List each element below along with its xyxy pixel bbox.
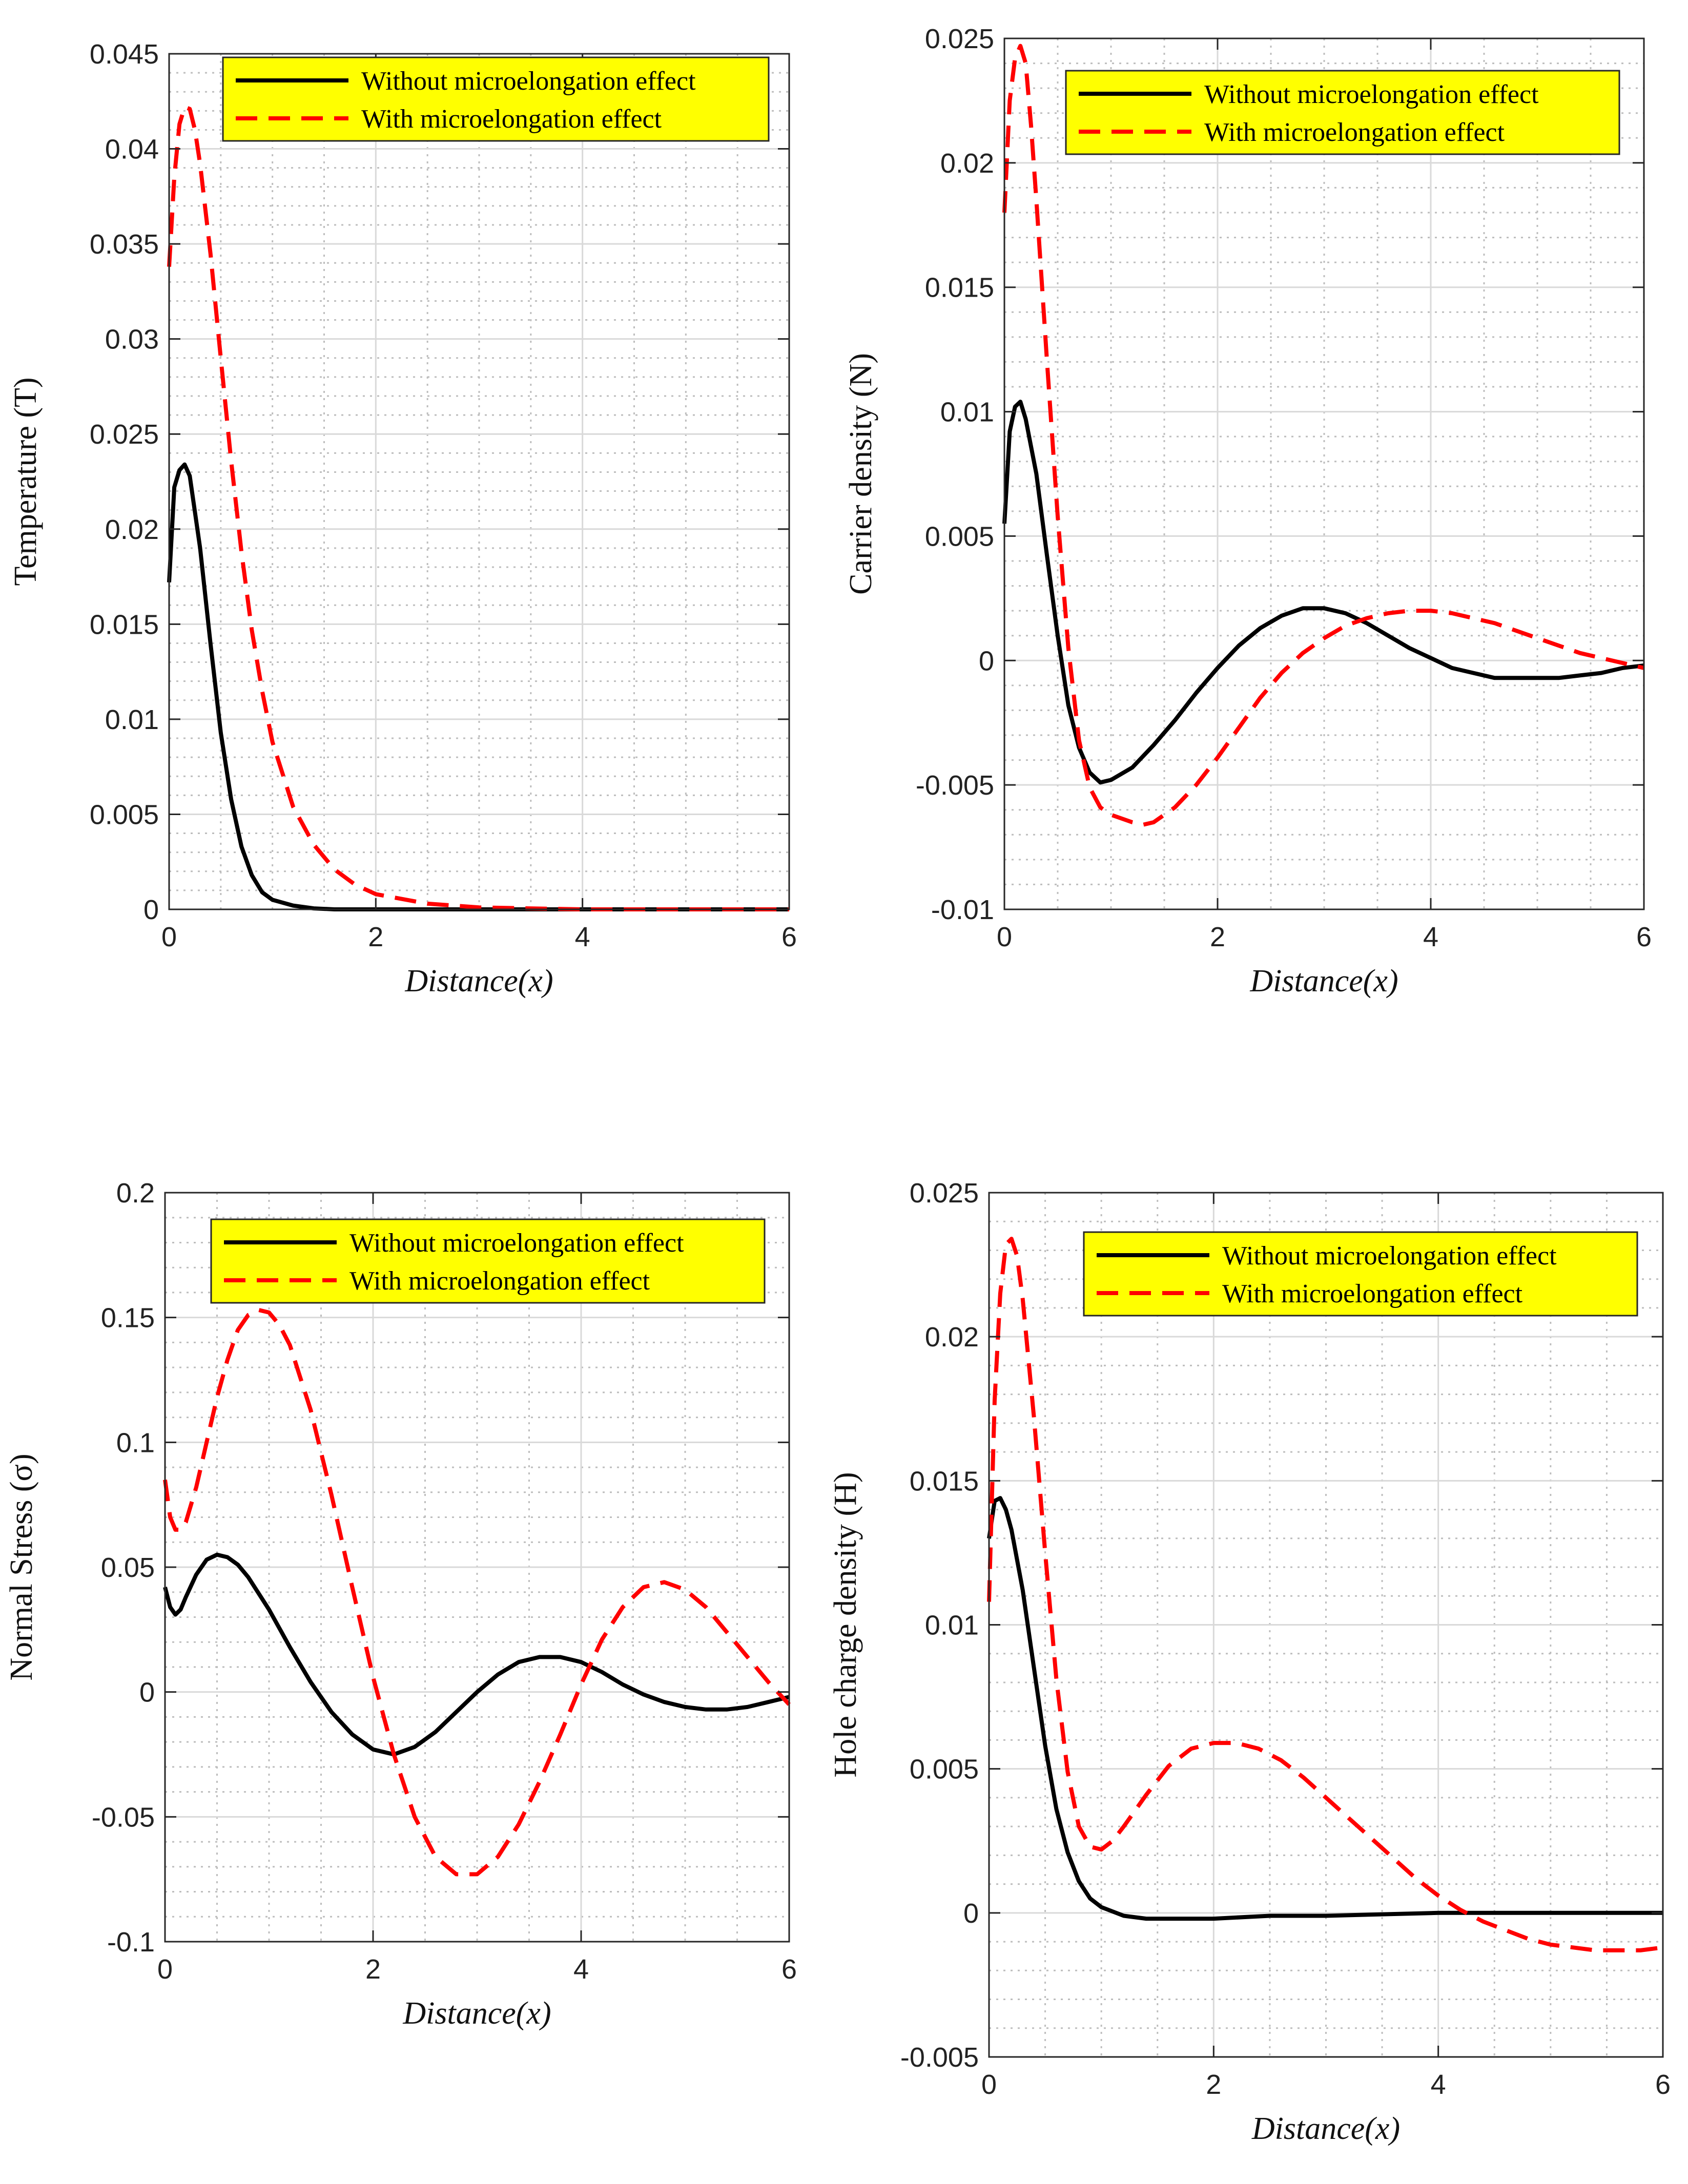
y-tick-label: 0.02 (105, 514, 159, 545)
y-tick-label: 0.015 (910, 1466, 979, 1496)
y-axis-label: Normal Stress (σ) (4, 1453, 39, 1680)
y-tick-label: 0.035 (90, 229, 159, 260)
y-tick-label: 0.01 (105, 704, 159, 735)
y-tick-label: 0 (139, 1677, 155, 1708)
legend-label: With microelongation effect (349, 1266, 650, 1296)
y-tick-label: -0.005 (900, 2042, 979, 2073)
y-axis-label: Carrier density (N) (843, 353, 878, 595)
series-line-with-microelongation (987, 1237, 1663, 1952)
x-axis-label: Distance(x) (1249, 964, 1398, 999)
y-tick-label: 0.02 (940, 148, 994, 179)
legend-label: Without microelongation effect (1222, 1241, 1557, 1271)
legend: Without microelongation effect With micro… (222, 56, 770, 142)
series-line-with-microelongation (1002, 44, 1644, 827)
x-tick-label: 0 (161, 922, 177, 952)
legend: Without microelongation effect With micro… (1065, 70, 1620, 155)
series-line-without-microelongation (1002, 400, 1644, 785)
x-tick-label: 4 (1423, 922, 1438, 952)
x-tick-label: 6 (781, 922, 797, 952)
series-line-without-microelongation (987, 1496, 1663, 1921)
legend-box (1083, 1231, 1638, 1317)
legend-label: Without microelongation effect (349, 1229, 684, 1258)
y-tick-label: -0.1 (107, 1927, 155, 1958)
y-tick-label: 0.01 (925, 1610, 979, 1641)
x-tick-label: 0 (997, 922, 1012, 952)
series-line-with-microelongation (163, 1308, 791, 1877)
x-axis-label: Distance(x) (404, 964, 553, 999)
y-axis-label: Hole charge density (H) (828, 1472, 863, 1777)
y-tick-label: -0.05 (92, 1802, 155, 1833)
x-axis-label: Distance(x) (1251, 2111, 1400, 2146)
y-tick-label: 0 (143, 895, 159, 925)
y-tick-label: 0.01 (940, 397, 994, 428)
y-tick-label: -0.01 (931, 895, 994, 925)
series-line-with-microelongation (167, 105, 789, 911)
y-tick-label: 0.04 (105, 134, 159, 165)
legend: Without microelongation effect With micro… (210, 1218, 766, 1304)
x-tick-label: 4 (573, 1954, 589, 1985)
x-tick-label: 2 (1210, 922, 1225, 952)
y-tick-label: 0.2 (116, 1178, 155, 1209)
legend: Without microelongation effect With micro… (1083, 1231, 1638, 1317)
x-tick-label: 6 (1636, 922, 1652, 952)
legend-label: With microelongation effect (1204, 118, 1505, 147)
x-tick-label: 0 (981, 2069, 997, 2100)
y-tick-label: 0.005 (925, 521, 994, 552)
y-tick-label: 0.025 (910, 1178, 979, 1209)
y-tick-label: 0.02 (925, 1322, 979, 1353)
y-tick-label: 0.05 (101, 1552, 155, 1583)
x-tick-label: 4 (1431, 2069, 1446, 2100)
legend-box (210, 1218, 766, 1304)
legend-box (1065, 70, 1620, 155)
x-tick-label: 0 (157, 1954, 173, 1985)
x-tick-label: 2 (368, 922, 383, 952)
y-tick-label: 0 (979, 646, 994, 676)
y-tick-label: 0.005 (90, 799, 159, 830)
legend-label: Without microelongation effect (1204, 80, 1539, 109)
y-tick-label: 0.025 (925, 24, 994, 54)
axes-box (168, 53, 790, 910)
y-tick-label: 0.005 (910, 1754, 979, 1785)
x-tick-label: 2 (365, 1954, 381, 1985)
axes-box (1003, 37, 1645, 910)
x-axis-label: Distance(x) (402, 1996, 551, 2031)
x-tick-label: 6 (781, 1954, 797, 1985)
y-tick-label: -0.005 (916, 770, 994, 801)
series-line-without-microelongation (163, 1552, 790, 1757)
y-tick-label: 0.015 (925, 273, 994, 303)
y-tick-label: 0.025 (90, 419, 159, 450)
legend-label: With microelongation effect (1222, 1279, 1523, 1308)
y-tick-label: 0.1 (116, 1427, 155, 1458)
x-tick-label: 4 (575, 922, 590, 952)
x-tick-label: 6 (1655, 2069, 1671, 2100)
y-tick-label: 0 (963, 1898, 979, 1929)
y-tick-label: 0.15 (101, 1303, 155, 1334)
y-tick-label: 0.045 (90, 39, 159, 70)
legend-label: With microelongation effect (361, 105, 662, 134)
y-tick-label: 0.03 (105, 324, 159, 355)
legend-label: Without microelongation effect (361, 67, 696, 96)
legend-box (222, 56, 770, 142)
y-axis-label: Temperature (T) (8, 377, 43, 586)
y-tick-label: 0.015 (90, 609, 159, 640)
x-tick-label: 2 (1206, 2069, 1221, 2100)
